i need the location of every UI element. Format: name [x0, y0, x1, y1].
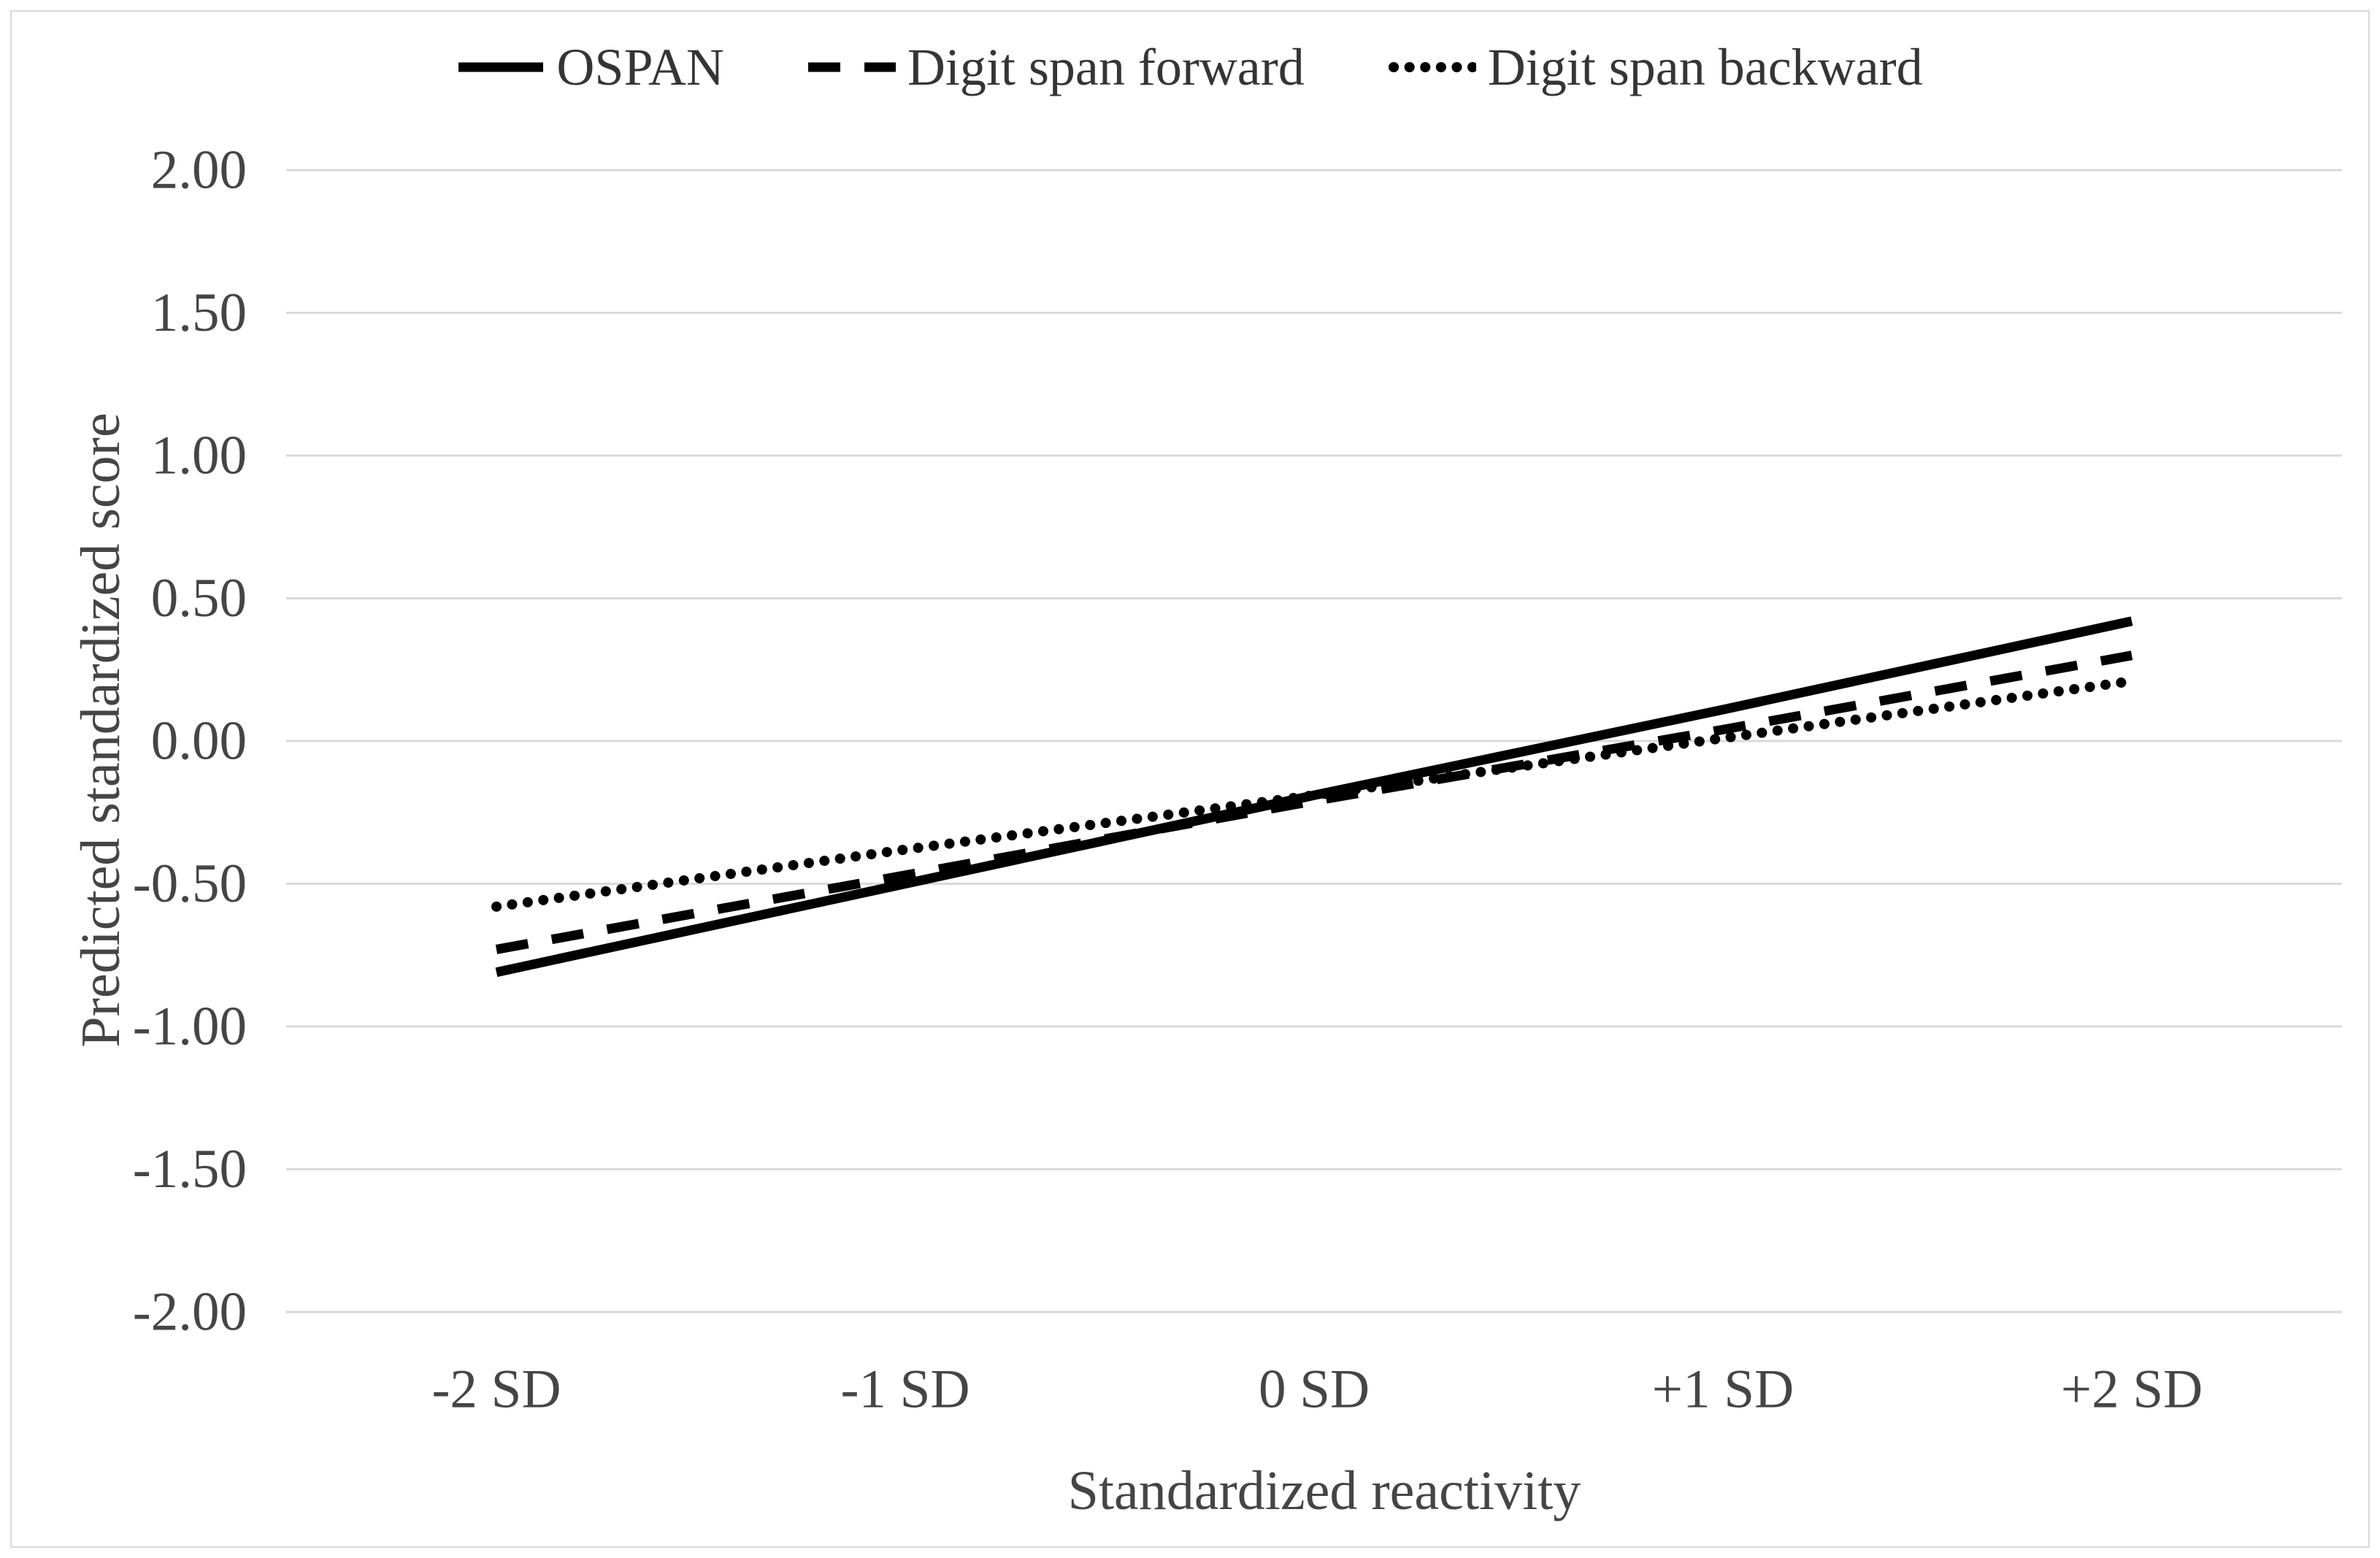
x-axis-title: Standardized reactivity	[1067, 1460, 1581, 1521]
x-tick-label: -2 SD	[431, 1359, 561, 1420]
x-tick-label: +1 SD	[1652, 1359, 1794, 1420]
solid-line-swatch-icon	[458, 62, 544, 72]
legend-label-ospan: OSPAN	[556, 38, 724, 96]
y-tick-label: -2.00	[133, 1282, 247, 1343]
y-tick-label: 2.00	[151, 140, 247, 201]
series-line-dotted	[491, 675, 2137, 912]
x-tick-label: 0 SD	[1259, 1359, 1370, 1420]
legend: OSPAN Digit span forward Digit span back…	[0, 41, 2380, 93]
y-tick-label: 1.50	[151, 283, 247, 343]
y-tick-label: -1.00	[133, 997, 247, 1057]
dashed-line-swatch-icon	[807, 62, 896, 72]
legend-item-digit-span-backward: Digit span backward	[1388, 38, 1923, 96]
dotted-line-swatch-icon	[1388, 62, 1476, 72]
legend-label-digit-span-backward: Digit span backward	[1487, 38, 1923, 96]
y-tick-label: 0.00	[151, 711, 247, 772]
legend-item-digit-span-forward: Digit span forward	[807, 38, 1305, 96]
legend-item-ospan: OSPAN	[457, 38, 724, 96]
x-tick-label: +2 SD	[2061, 1359, 2203, 1420]
y-tick-label: -0.50	[133, 853, 247, 914]
series-line-dashed	[495, 651, 2133, 954]
y-tick-label: 0.50	[151, 568, 247, 629]
y-tick-label: 1.00	[151, 426, 247, 486]
y-tick-label: -1.50	[133, 1139, 247, 1200]
series-line-solid	[495, 616, 2133, 978]
y-axis-title: Predicted standardized score	[70, 412, 131, 1048]
legend-label-digit-span-forward: Digit span forward	[907, 38, 1305, 96]
x-tick-label: -1 SD	[840, 1359, 970, 1420]
